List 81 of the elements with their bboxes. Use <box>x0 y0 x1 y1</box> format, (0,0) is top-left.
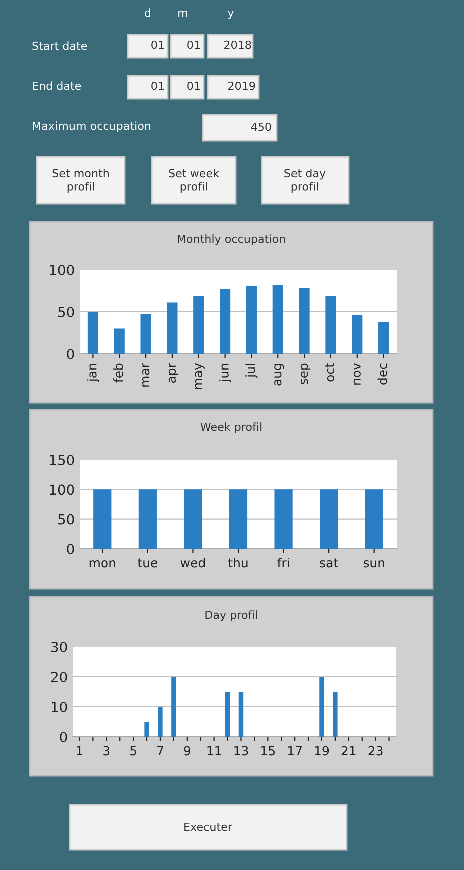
x-tick-label: 17 <box>288 746 302 756</box>
bar <box>299 288 310 354</box>
x-tick-label: sat <box>320 558 338 568</box>
text: End date <box>33 82 82 90</box>
x-tick-label: jan <box>87 364 100 382</box>
x-tick-label: sun <box>364 560 384 568</box>
bar <box>320 677 324 737</box>
bar <box>220 289 231 354</box>
text: 01 <box>152 40 164 50</box>
x-tick-label: may <box>195 363 205 390</box>
chart-title: Week profil <box>200 422 262 434</box>
x-tick-label: tue <box>138 558 158 568</box>
text: y <box>228 10 234 20</box>
x-tick-label: aug <box>274 364 284 386</box>
text: Set day profil <box>284 168 326 194</box>
bar <box>378 322 390 354</box>
x-tick-label: 9 <box>184 746 190 756</box>
x-tick-label: 3 <box>104 746 110 756</box>
x-tick-label: oct <box>326 363 335 382</box>
bar <box>158 707 163 737</box>
text: Executer <box>184 822 232 832</box>
y-tick-label: 10 <box>52 702 68 712</box>
bar <box>194 296 204 354</box>
x-tick-label: 19 <box>315 746 330 756</box>
y-tick-label: 0 <box>67 348 74 360</box>
y-tick-label: 100 <box>50 264 74 276</box>
x-tick-label: 5 <box>130 746 136 756</box>
y-tick-label: 20 <box>51 672 68 682</box>
bar <box>167 302 178 354</box>
bar <box>225 692 230 737</box>
chart-title: Monthly occupation <box>178 234 286 246</box>
y-tick-label: 100 <box>50 484 74 496</box>
bar <box>238 692 244 737</box>
text: Maximum occupation <box>33 122 151 132</box>
y-tick-label: 0 <box>67 544 74 554</box>
y-tick-label: 50 <box>58 514 74 525</box>
text: Start date <box>32 42 88 50</box>
text: 450 <box>251 122 272 132</box>
x-tick-label: 23 <box>368 746 383 756</box>
x-tick-label: 15 <box>262 746 276 756</box>
text: Set week profil <box>169 168 220 194</box>
x-tick-label: dec <box>378 364 388 385</box>
text: 01 <box>152 82 164 90</box>
x-tick-label: mar <box>142 363 150 387</box>
bar <box>246 286 257 354</box>
bar <box>326 296 336 354</box>
bar <box>114 328 125 354</box>
chart-title: Day profil <box>206 610 258 622</box>
x-tick-label: thu <box>228 558 248 568</box>
bar <box>352 315 363 354</box>
y-tick-label: 30 <box>52 642 68 652</box>
x-tick-label: jun <box>219 364 232 383</box>
x-tick-label: 1 <box>77 746 83 756</box>
x-tick-label: fri <box>278 558 290 568</box>
bar <box>333 692 338 737</box>
text: m <box>178 10 188 18</box>
text: 2019 <box>228 82 256 90</box>
text: 01 <box>188 82 200 90</box>
bar <box>272 285 284 354</box>
x-tick-label: jul <box>246 364 258 378</box>
text: 2018 <box>224 40 252 50</box>
x-tick-label: apr <box>168 363 179 384</box>
x-tick-label: mon <box>90 560 116 568</box>
y-tick-label: 150 <box>50 454 74 466</box>
bar <box>172 677 176 737</box>
x-tick-label: wed <box>180 558 205 568</box>
x-tick-label: feb <box>114 364 124 383</box>
text: Set month profil <box>52 168 109 194</box>
bar <box>88 312 98 354</box>
x-tick-label: 7 <box>158 746 164 756</box>
x-tick-label: 21 <box>342 746 356 756</box>
y-tick-label: 0 <box>60 732 68 742</box>
text: d <box>145 8 151 18</box>
x-tick-label: 13 <box>234 746 248 756</box>
text: 01 <box>188 40 200 50</box>
x-tick-label: nov <box>354 363 361 385</box>
x-tick-label: sep <box>300 364 311 384</box>
y-tick-label: 50 <box>58 306 74 318</box>
x-tick-label: 11 <box>208 746 222 756</box>
bar <box>144 722 150 737</box>
bar <box>140 314 152 354</box>
